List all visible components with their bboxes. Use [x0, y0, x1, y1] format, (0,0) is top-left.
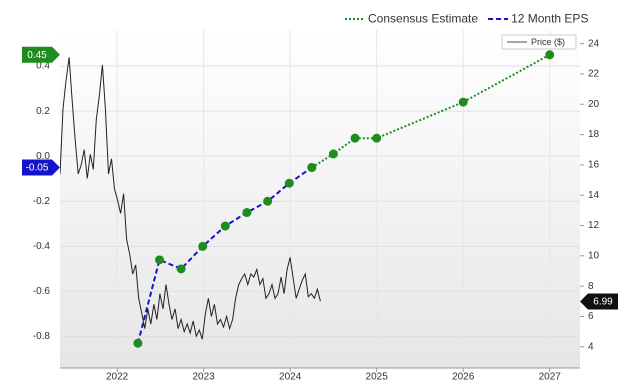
flag-label: 0.45	[27, 50, 47, 61]
y2-tick-label: 20	[588, 99, 600, 110]
y2-tick-label: 22	[588, 69, 600, 80]
point	[263, 196, 273, 206]
point	[545, 50, 555, 60]
x-tick-label: 2024	[279, 372, 302, 380]
y2-tick-label: 6	[588, 311, 594, 322]
point	[284, 178, 294, 188]
y2-tick-label: 18	[588, 129, 600, 140]
point	[372, 133, 382, 143]
y-tick-label: 0.2	[36, 106, 50, 117]
eps-flag	[22, 46, 60, 63]
point	[328, 149, 338, 159]
point	[458, 97, 468, 107]
legend-label: Price ($)	[531, 37, 565, 47]
x-tick-label: 2026	[452, 372, 475, 380]
y2-tick-label: 14	[588, 190, 600, 201]
point	[155, 255, 165, 265]
x-tick-label: 2025	[366, 372, 389, 380]
y2-tick-label: 4	[588, 341, 594, 352]
flag-label: 6.99	[593, 297, 613, 308]
y2-tick-label: 24	[588, 38, 600, 49]
price-flag	[580, 293, 618, 310]
y-tick-label: 0.0	[36, 151, 50, 162]
y2-tick-label: 10	[588, 250, 600, 261]
point	[198, 241, 208, 251]
legend-label: Consensus Estimate	[368, 12, 478, 26]
eps-flag	[22, 159, 60, 176]
y2-tick-label: 8	[588, 281, 594, 292]
plot-background	[60, 30, 580, 368]
labels: 0.4 0.2 0.0 -0.2 -0.4 -0.6 -0.8 24 22 20 18 16 14 12 1…	[22, 12, 618, 380]
point	[176, 264, 186, 274]
y-tick-label: -0.2	[33, 196, 51, 207]
grid	[60, 30, 584, 372]
y2-tick-label: 16	[588, 160, 600, 171]
x-tick-label: 2023	[193, 372, 216, 380]
y-tick-label: -0.4	[33, 241, 51, 252]
flag-label: -0.05	[26, 163, 49, 174]
legend-label: 12 Month EPS	[511, 12, 588, 26]
y-tick-label: 0.4	[36, 61, 50, 72]
point	[133, 338, 143, 348]
series-line	[60, 57, 321, 340]
point	[242, 208, 252, 218]
point	[350, 133, 360, 143]
y2-tick-label: 12	[588, 220, 600, 231]
x-tick-label: 2027	[539, 372, 562, 380]
x-tick-label: 2022	[106, 372, 129, 380]
y-tick-label: -0.6	[33, 286, 51, 297]
point	[220, 221, 230, 231]
legend-box	[501, 34, 577, 50]
point	[307, 162, 317, 172]
y-tick-label: -0.8	[33, 331, 51, 342]
plot-marks	[60, 50, 555, 348]
